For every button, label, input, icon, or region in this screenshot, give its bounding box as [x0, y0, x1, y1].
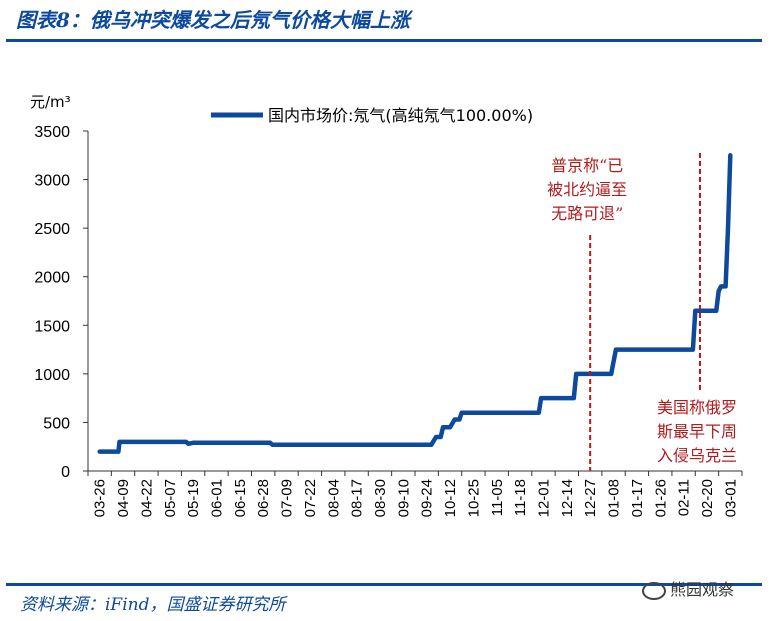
x-tick-label: 04-09 — [115, 479, 132, 517]
annotation-text: 普京称“已 — [551, 156, 623, 175]
x-tick-label: 05-07 — [162, 479, 179, 517]
x-tick-label: 04-22 — [138, 479, 155, 517]
x-tick-label: 10-12 — [442, 479, 459, 517]
x-tick-label: 06-28 — [255, 479, 272, 517]
x-tick-label: 05-19 — [185, 479, 202, 517]
annotation-text: 入侵乌克兰 — [657, 446, 737, 465]
annotation-text: 无路可退” — [551, 204, 623, 223]
y-tick-label: 2500 — [34, 221, 70, 238]
x-tick-label: 03-26 — [92, 479, 109, 517]
figure-title: 图表8：俄乌冲突爆发之后氖气价格大幅上涨 — [16, 8, 410, 32]
x-tick-label: 11-18 — [512, 479, 529, 516]
source-note: 资料来源：iFind，国盛证券研究所 — [20, 595, 286, 615]
x-tick-label: 08-30 — [372, 479, 389, 517]
x-tick-label: 02-11 — [676, 479, 693, 516]
annotation-text: 斯最早下周 — [657, 422, 737, 441]
x-tick-label: 10-25 — [465, 479, 482, 517]
x-tick-label: 12-14 — [559, 479, 576, 517]
y-tick-label: 500 — [43, 415, 70, 432]
series-line — [97, 153, 733, 454]
watermark-text: 熊园观察 — [670, 580, 735, 599]
y-axis-unit-label: 元/m³ — [30, 93, 71, 111]
y-tick-label: 3000 — [34, 173, 70, 190]
annotation-text: 美国称俄罗 — [657, 398, 737, 417]
x-tick-label: 08-17 — [349, 479, 366, 517]
x-tick-label: 12-27 — [582, 479, 599, 517]
x-tick-label: 12-01 — [535, 479, 552, 517]
bottom-rule — [6, 583, 762, 586]
x-tick-label: 09-10 — [395, 479, 412, 517]
y-tick-label: 2000 — [34, 270, 70, 287]
x-tick-label: 06-15 — [232, 479, 249, 517]
x-tick-label: 07-09 — [279, 479, 296, 517]
x-tick-label: 03-01 — [722, 479, 739, 517]
x-tick-label: 06-01 — [208, 479, 225, 517]
top-rule — [6, 39, 762, 42]
x-tick-label: 09-24 — [419, 479, 436, 517]
watermark: 熊园观察 — [642, 576, 734, 600]
annotation-text: 被北约逼至 — [547, 180, 627, 199]
x-tick-label: 11-05 — [489, 479, 506, 516]
x-tick-label: 01-17 — [629, 479, 646, 517]
y-tick-label: 1000 — [34, 367, 70, 384]
x-tick-label: 02-20 — [699, 479, 716, 517]
x-tick-label: 01-08 — [606, 479, 623, 517]
x-tick-label: 07-22 — [302, 479, 319, 517]
y-tick-label: 0 — [61, 464, 70, 481]
y-tick-label: 1500 — [34, 318, 70, 335]
legend-label: 国内市场价:氖气(高纯氖气100.00%) — [268, 106, 533, 125]
wechat-icon — [642, 581, 666, 600]
y-tick-label: 3500 — [34, 124, 70, 141]
x-tick-label: 01-26 — [652, 479, 669, 517]
x-tick-label: 08-04 — [325, 479, 342, 517]
